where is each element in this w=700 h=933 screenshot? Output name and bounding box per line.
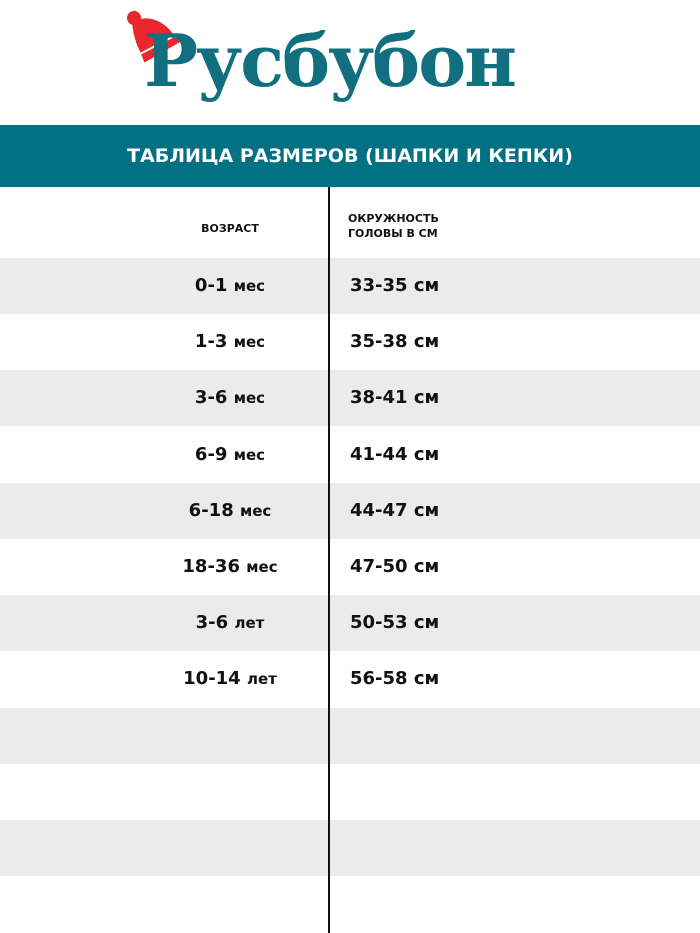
size-cell: 41-44 см [350,443,440,465]
table-row: 0-1 мес 33-35 см [0,258,700,314]
age-cell: 3-6 лет [130,612,330,633]
age-unit: мес [233,389,266,408]
age-value: 1-3 [194,331,228,353]
column-divider [328,187,330,933]
table-row [0,820,700,876]
age-value: 6-9 [194,443,228,465]
header-line-2: ГОЛОВЫ В СМ [348,227,438,240]
age-cell: 18-36 мес [130,556,330,577]
size-cell: 47-50 см [350,556,440,577]
age-column-header: ВОЗРАСТ [201,222,259,235]
age-value: 18-36 [182,556,240,577]
size-cell: 38-41 см [350,387,440,409]
table-row [0,876,700,932]
table-row [0,764,700,820]
age-cell: 0-1 мес [130,275,330,296]
age-unit: мес [233,445,266,464]
table-row: 3-6 лет 50-53 см [0,595,700,652]
table-row: 3-6 мес 38-41 см [0,370,700,427]
age-unit: лет [247,670,277,689]
age-cell: 6-18 мес [130,500,330,521]
header-line-1: ОКРУЖНОСТЬ [348,212,439,225]
age-unit: мес [246,558,278,576]
age-unit: мес [233,277,266,295]
hat-icon [127,11,184,66]
brand-logo: Русбубон [120,8,570,118]
age-unit: мес [233,333,266,352]
table-row: 10-14 лет 56-58 см [0,651,700,707]
age-unit: мес [240,501,272,520]
age-cell: 10-14 лет [130,668,330,689]
size-cell: 44-47 см [350,499,440,521]
age-value: 0-1 [194,275,228,296]
page-title: ТАБЛИЦА РАЗМЕРОВ (ШАПКИ И КЕПКИ) [0,125,700,187]
age-value: 3-6 [194,387,228,409]
age-cell: 6-9 мес [130,444,330,465]
size-cell: 35-38 см [350,331,440,353]
table-row [0,707,700,764]
logo-text: Русбубон [144,18,517,103]
age-value: 6-18 [188,499,234,521]
table-row: 18-36 мес 47-50 см [0,539,700,595]
size-cell: 50-53 см [350,612,440,634]
age-cell: 1-3 мес [130,331,330,352]
table-row: 6-18 мес 44-47 см [0,482,700,539]
age-cell: 3-6 мес [130,387,330,408]
head-circumference-column-header: ОКРУЖНОСТЬ ГОЛОВЫ В СМ [348,211,468,241]
size-cell: 56-58 см [350,668,440,690]
table-row: 6-9 мес 41-44 см [0,427,700,483]
age-value: 3-6 [195,612,229,634]
age-unit: лет [234,614,265,633]
age-value: 10-14 [183,668,241,690]
size-cell: 33-35 см [350,275,440,296]
table-row: 1-3 мес 35-38 см [0,314,700,370]
